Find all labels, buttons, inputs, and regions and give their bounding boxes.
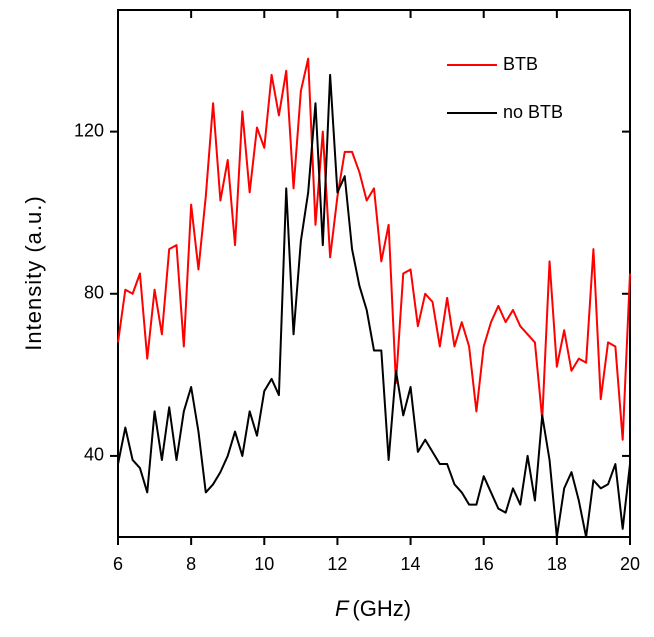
plot-border	[117, 9, 631, 538]
data-line	[117, 57, 631, 441]
y-tick-label: 120	[74, 120, 104, 140]
x-axis-variable: F	[335, 596, 350, 621]
x-axis-unit: (GHz)	[352, 596, 411, 621]
legend-label: no BTB	[503, 102, 563, 122]
x-tick-label: 16	[474, 554, 494, 574]
y-tick-label: 80	[84, 283, 104, 303]
legend-label: BTB	[503, 54, 538, 74]
x-tick-label: 20	[620, 554, 640, 574]
y-tick-label: 40	[84, 445, 104, 465]
x-tick-label: 6	[113, 554, 123, 574]
x-axis-label: F (GHz)	[335, 596, 411, 621]
x-tick-label: 18	[547, 554, 567, 574]
x-tick-label: 12	[327, 554, 347, 574]
x-tick-label: 10	[254, 554, 274, 574]
data-line	[117, 73, 631, 538]
y-axis-label: Intensity (a.u.)	[21, 195, 46, 350]
x-tick-label: 8	[186, 554, 196, 574]
x-tick-label: 14	[401, 554, 421, 574]
